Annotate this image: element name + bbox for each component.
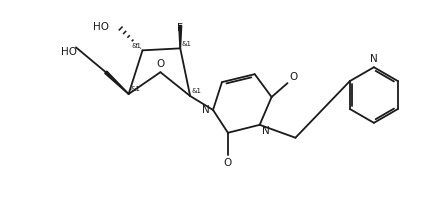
- Text: &1: &1: [191, 88, 201, 94]
- Text: N: N: [261, 126, 269, 136]
- Text: HO: HO: [61, 47, 77, 57]
- Text: &1: &1: [130, 86, 140, 92]
- Text: &1: &1: [181, 41, 191, 47]
- Text: O: O: [156, 59, 164, 69]
- Text: O: O: [289, 72, 297, 82]
- Text: &1: &1: [131, 43, 141, 49]
- Text: N: N: [369, 54, 377, 64]
- Polygon shape: [178, 26, 181, 48]
- Text: N: N: [202, 105, 209, 115]
- Text: HO: HO: [92, 22, 108, 32]
- Text: O: O: [223, 158, 231, 168]
- Text: F: F: [177, 23, 183, 33]
- Polygon shape: [104, 71, 129, 94]
